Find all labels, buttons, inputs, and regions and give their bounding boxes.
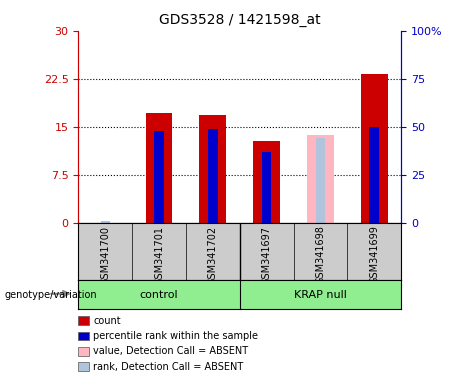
Text: GSM341701: GSM341701 [154,225,164,285]
Text: percentile rank within the sample: percentile rank within the sample [93,331,258,341]
Text: control: control [140,290,178,300]
Bar [369,127,379,223]
Text: GSM341699: GSM341699 [369,225,379,285]
Bar [100,221,110,223]
Bar [199,114,226,223]
Text: genotype/variation: genotype/variation [5,290,97,300]
Text: KRAP null: KRAP null [294,290,347,300]
Text: GSM341697: GSM341697 [261,225,272,285]
Bar [154,131,164,223]
Text: rank, Detection Call = ABSENT: rank, Detection Call = ABSENT [93,362,243,372]
Text: GSM341702: GSM341702 [208,225,218,285]
Bar [262,152,272,223]
Bar [146,113,172,223]
Bar [208,129,218,223]
Bar [253,141,280,223]
Text: count: count [93,316,121,326]
Text: value, Detection Call = ABSENT: value, Detection Call = ABSENT [93,346,248,356]
Bar [307,135,334,223]
Title: GDS3528 / 1421598_at: GDS3528 / 1421598_at [159,13,320,27]
Bar [361,74,388,223]
Text: GSM341698: GSM341698 [315,225,325,285]
Text: GSM341700: GSM341700 [100,225,110,285]
Bar [316,138,325,223]
